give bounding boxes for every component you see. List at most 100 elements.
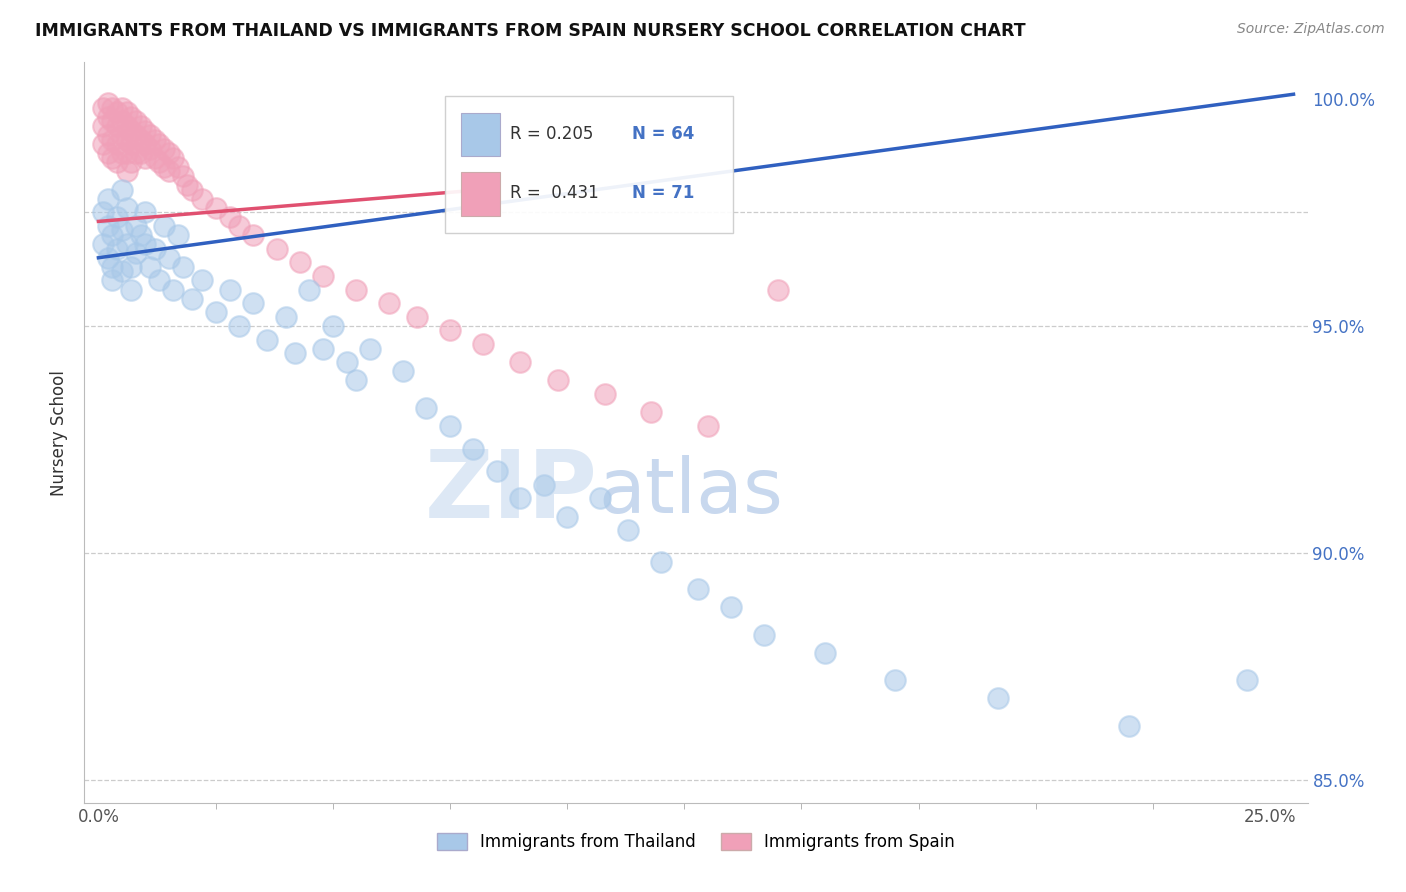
- Point: [172, 169, 194, 183]
- Point: [167, 227, 190, 242]
- Point: [312, 268, 335, 283]
- Point: [148, 137, 170, 152]
- Point: [105, 119, 128, 133]
- Point: [688, 582, 710, 597]
- Point: [242, 296, 264, 310]
- Legend: Immigrants from Thailand, Immigrants from Spain: Immigrants from Thailand, Immigrants fro…: [430, 826, 962, 857]
- Point: [134, 205, 156, 219]
- Point: [115, 133, 138, 147]
- Point: [181, 183, 204, 197]
- Point: [111, 223, 134, 237]
- Point: [101, 151, 124, 165]
- Point: [298, 283, 321, 297]
- Point: [406, 310, 429, 324]
- Point: [1236, 673, 1258, 688]
- Point: [125, 219, 148, 233]
- Point: [650, 555, 672, 569]
- Point: [167, 160, 190, 174]
- Point: [471, 337, 494, 351]
- Point: [134, 123, 156, 137]
- Point: [111, 146, 134, 161]
- Text: R = 0.205: R = 0.205: [510, 125, 593, 144]
- Point: [91, 205, 114, 219]
- Point: [139, 260, 162, 274]
- Point: [228, 219, 250, 233]
- Point: [312, 342, 335, 356]
- Point: [181, 292, 204, 306]
- Point: [162, 151, 184, 165]
- Point: [720, 600, 742, 615]
- Point: [97, 128, 120, 142]
- Point: [378, 296, 401, 310]
- Text: R =  0.431: R = 0.431: [510, 185, 599, 202]
- Point: [392, 364, 415, 378]
- Point: [204, 201, 226, 215]
- Point: [134, 137, 156, 152]
- Text: Source: ZipAtlas.com: Source: ZipAtlas.com: [1237, 22, 1385, 37]
- Point: [148, 155, 170, 169]
- Point: [125, 146, 148, 161]
- Point: [547, 373, 569, 387]
- Point: [172, 260, 194, 274]
- Point: [111, 101, 134, 115]
- Point: [336, 355, 359, 369]
- Point: [105, 137, 128, 152]
- Point: [218, 283, 240, 297]
- Point: [139, 128, 162, 142]
- Point: [101, 133, 124, 147]
- Point: [256, 333, 278, 347]
- Point: [91, 119, 114, 133]
- Point: [101, 114, 124, 128]
- Point: [97, 96, 120, 111]
- Point: [153, 160, 176, 174]
- Point: [97, 192, 120, 206]
- Point: [153, 142, 176, 156]
- Point: [509, 355, 531, 369]
- Point: [344, 373, 367, 387]
- Point: [439, 418, 461, 433]
- Point: [105, 210, 128, 224]
- Point: [242, 227, 264, 242]
- Point: [111, 183, 134, 197]
- Point: [359, 342, 381, 356]
- Point: [766, 283, 789, 297]
- Point: [533, 478, 555, 492]
- Point: [120, 155, 142, 169]
- Point: [274, 310, 297, 324]
- Point: [814, 646, 837, 660]
- Point: [129, 133, 152, 147]
- Point: [266, 242, 288, 256]
- Point: [987, 691, 1010, 706]
- Point: [125, 246, 148, 260]
- FancyBboxPatch shape: [446, 95, 733, 233]
- Point: [120, 137, 142, 152]
- Point: [509, 491, 531, 506]
- Point: [162, 283, 184, 297]
- Point: [91, 237, 114, 252]
- Point: [143, 151, 166, 165]
- Point: [143, 242, 166, 256]
- Text: ZIP: ZIP: [425, 446, 598, 538]
- Text: atlas: atlas: [598, 455, 783, 529]
- Point: [120, 110, 142, 124]
- Point: [696, 418, 718, 433]
- Point: [617, 523, 640, 537]
- Point: [115, 119, 138, 133]
- Point: [97, 219, 120, 233]
- Point: [752, 628, 775, 642]
- Point: [105, 105, 128, 120]
- Point: [439, 323, 461, 337]
- Point: [463, 442, 485, 456]
- Point: [176, 178, 198, 192]
- Point: [115, 237, 138, 252]
- Point: [228, 318, 250, 333]
- FancyBboxPatch shape: [461, 172, 501, 216]
- Point: [157, 146, 180, 161]
- Point: [589, 491, 612, 506]
- Point: [115, 105, 138, 120]
- Point: [101, 101, 124, 115]
- Point: [97, 146, 120, 161]
- Point: [288, 255, 311, 269]
- Point: [204, 305, 226, 319]
- Point: [139, 142, 162, 156]
